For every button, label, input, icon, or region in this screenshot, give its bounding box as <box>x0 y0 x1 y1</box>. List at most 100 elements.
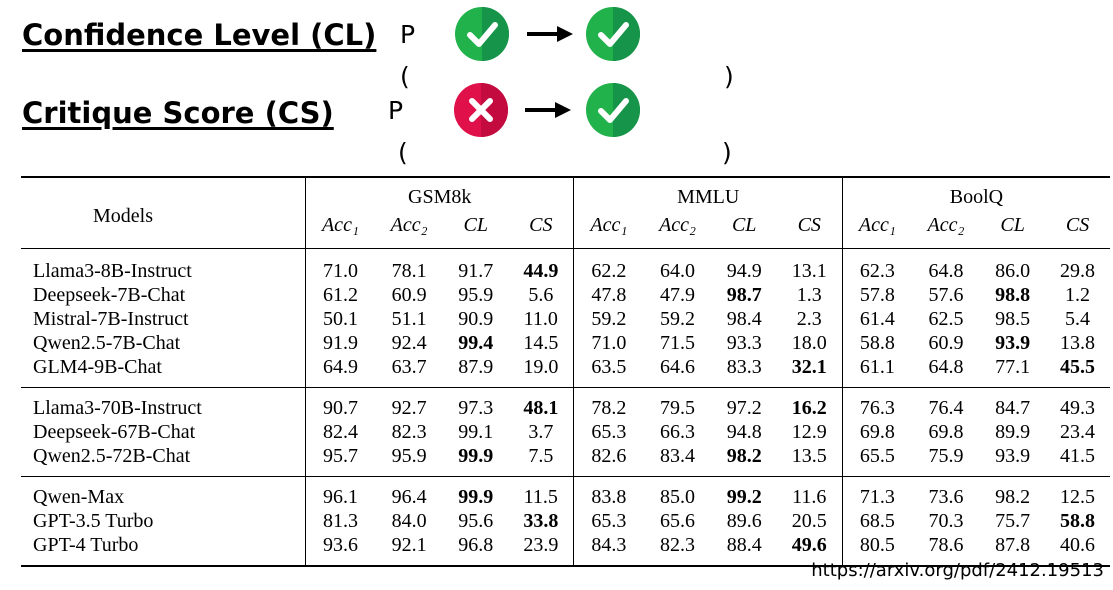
value-cell: 23.4 <box>1060 421 1096 443</box>
value-cell: 83.4 <box>660 445 696 467</box>
value-cell: 96.4 <box>374 476 444 509</box>
value-cell: 82.3 <box>643 533 712 567</box>
best-value: 99.9 <box>458 486 494 508</box>
table-row: Qwen2.5-72B-Chat 95.7 95.9 99.9 7.5 82.6 83.4 9… <box>21 444 1110 477</box>
model-name: Deepseek-7B-Chat <box>21 283 306 307</box>
value-cell: 97.2 <box>711 387 777 420</box>
value-cell: 11.5 <box>508 476 575 509</box>
value-cell: 48.1 <box>508 387 575 420</box>
value-cell: 90.7 <box>305 387 375 420</box>
best-value: 99.9 <box>458 445 494 467</box>
value-cell: 47.9 <box>660 284 696 306</box>
best-value: 98.2 <box>726 445 762 467</box>
value-cell: 65.5 <box>859 445 895 467</box>
metric-header: CS <box>776 210 843 249</box>
value-cell: 93.9 <box>980 331 1045 355</box>
value-cell: 79.5 <box>643 387 712 420</box>
models-header: Models <box>21 176 306 249</box>
dataset-header-boolq: BoolQ <box>842 176 1110 210</box>
value-cell: 49.6 <box>776 533 843 567</box>
value-cell: 61.4 <box>859 308 895 330</box>
value-cell: 60.9 <box>391 284 427 306</box>
value-cell: 95.7 <box>322 445 358 467</box>
model-name: Mistral-7B-Instruct <box>21 307 306 331</box>
value-cell: 82.4 <box>322 421 358 443</box>
value-cell: 84.0 <box>391 510 427 532</box>
value-cell: 45.5 <box>1045 355 1110 388</box>
check-circle-icon <box>586 7 640 61</box>
dataset-header-mmlu: MMLU <box>573 176 843 210</box>
value-cell: 62.5 <box>928 308 964 330</box>
best-value: 98.7 <box>726 284 762 306</box>
value-cell: 78.6 <box>911 533 981 567</box>
value-cell: 33.8 <box>508 509 575 533</box>
value-cell: 87.8 <box>980 533 1046 567</box>
value-cell: 65.6 <box>660 510 696 532</box>
value-cell: 40.6 <box>1045 533 1110 567</box>
value-cell: 41.5 <box>1060 445 1096 467</box>
value-cell: 69.8 <box>928 421 964 443</box>
value-cell: 1.2 <box>1065 284 1091 306</box>
value-cell: 2.3 <box>776 307 843 331</box>
value-cell: 71.5 <box>660 332 696 354</box>
dataset-header-gsm8k: GSM8k <box>305 176 575 210</box>
source-url: https://arxiv.org/pdf/2412.19513 <box>811 560 1104 581</box>
value-cell: 82.6 <box>591 445 627 467</box>
value-cell: 90.9 <box>458 308 494 330</box>
check-circle-icon <box>586 83 640 137</box>
value-cell: 96.8 <box>443 533 509 567</box>
value-cell: 13.8 <box>1060 332 1096 354</box>
model-name: Deepseek-67B-Chat <box>21 420 306 444</box>
model-name: GPT-4 Turbo <box>21 533 306 567</box>
value-cell: 18.0 <box>776 331 843 355</box>
value-cell: 63.7 <box>391 356 427 378</box>
value-cell: 64.8 <box>911 248 981 283</box>
metric-header: Acc₂ <box>659 214 697 236</box>
value-cell: 99.1 <box>458 421 494 443</box>
metric-header: Acc₁ <box>590 214 628 236</box>
value-cell: 89.6 <box>726 510 762 532</box>
model-name: Qwen2.5-72B-Chat <box>21 444 306 477</box>
table-row: Qwen-Max 96.1 96.4 99.9 11.5 83.8 85.0 99.2 11.6… <box>21 476 1110 509</box>
value-cell: 11.6 <box>776 476 843 509</box>
value-cell: 99.9 <box>443 476 509 509</box>
value-cell: 98.5 <box>995 308 1031 330</box>
metric-header: Acc₂ <box>390 214 428 236</box>
best-value: 32.1 <box>791 356 827 378</box>
metric-header: CS <box>508 210 575 249</box>
best-value: 99.2 <box>726 486 762 508</box>
value-cell: 98.8 <box>980 283 1045 307</box>
value-cell: 65.3 <box>591 421 627 443</box>
value-cell: 75.9 <box>928 445 964 467</box>
table-row: Qwen2.5-7B-Chat 91.9 92.4 99.4 14.5 71.0 71.5 9… <box>21 331 1110 355</box>
metric-header: Acc₂ <box>927 214 965 236</box>
value-cell: 97.3 <box>443 387 509 420</box>
table-row: Mistral-7B-Instruct 50.1 51.1 90.9 11.0 59.2 5… <box>21 307 1110 331</box>
value-cell: 63.5 <box>591 356 627 378</box>
model-name: Qwen-Max <box>21 476 306 509</box>
value-cell: 59.2 <box>591 308 627 330</box>
value-cell: 57.8 <box>859 284 895 306</box>
best-value: 49.6 <box>791 534 827 556</box>
cs-p-letter: P <box>388 96 404 125</box>
value-cell: 81.3 <box>322 510 358 532</box>
value-cell: 99.2 <box>711 476 777 509</box>
table-row: Llama3-8B-Instruct 71.0 78.1 91.7 44.9 62.2 64… <box>21 248 1110 283</box>
value-cell: 85.0 <box>643 476 712 509</box>
value-cell: 71.0 <box>305 248 375 283</box>
metric-header: CL <box>1000 214 1025 236</box>
value-cell: 5.4 <box>1065 308 1091 330</box>
value-cell: 77.1 <box>995 356 1031 378</box>
best-value: 16.2 <box>791 397 827 419</box>
best-value: 98.8 <box>995 284 1031 306</box>
best-value: 58.8 <box>1060 510 1096 532</box>
results-table: Models GSM8k MMLU BoolQ Acc₁ Acc₂ CL CS … <box>21 176 1110 567</box>
cs-heading: Critique Score (CS) <box>22 96 334 130</box>
value-cell: 70.3 <box>928 510 964 532</box>
best-value: 99.4 <box>458 332 494 354</box>
cross-circle-icon <box>454 83 508 137</box>
value-cell: 13.5 <box>776 444 843 477</box>
value-cell: 76.3 <box>842 387 912 420</box>
cl-heading: Confidence Level (CL) <box>22 18 377 52</box>
value-cell: 82.3 <box>391 421 427 443</box>
